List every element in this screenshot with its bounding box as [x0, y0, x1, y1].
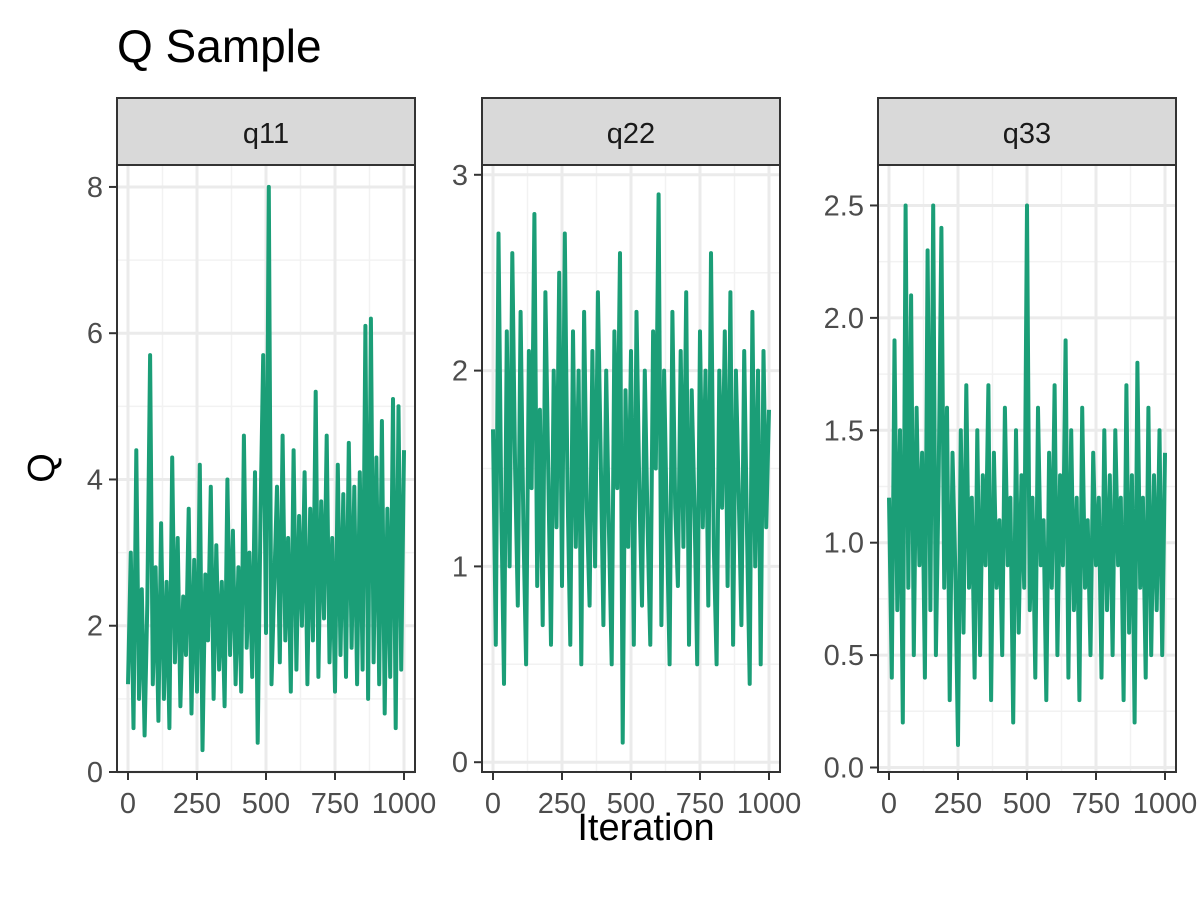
facet-strip-label: q33 [1003, 118, 1051, 150]
facet-strip [877, 97, 1177, 166]
y-tick-label: 1.0 [824, 528, 864, 560]
x-tick-label: 250 [538, 788, 586, 820]
y-tick-label: 2 [87, 611, 103, 643]
y-tick-label: 0.0 [824, 753, 864, 785]
y-tick-label: 3 [452, 160, 468, 192]
y-tick-label: 1.5 [824, 415, 864, 447]
x-axis-title: Iteration [577, 807, 714, 849]
x-tick-label: 500 [242, 788, 290, 820]
facet-strip [481, 97, 781, 166]
x-tick-label: 0 [881, 788, 897, 820]
series-line-q22 [491, 192, 771, 745]
x-tick-label: 750 [1072, 788, 1120, 820]
y-tick-label: 2.0 [824, 303, 864, 335]
x-tick-label: 750 [676, 788, 724, 820]
facet-panels: q11 0 2 4 6 8 0 250 500 750 1000 q22 0 1 2 3 0 250 500 750 1… [87, 97, 1198, 820]
x-tick-label: 0 [120, 788, 136, 820]
x-tick-label: 1000 [737, 788, 802, 820]
panel-q33: q33 0.0 0.5 1.0 1.5 2.0 2.5 0 250 500 750 1000 [824, 97, 1198, 820]
x-tick-label: 500 [1003, 788, 1051, 820]
y-tick-label: 4 [87, 464, 103, 496]
x-tick-label: 250 [934, 788, 982, 820]
y-tick-label: 0.5 [824, 640, 864, 672]
y-tick-label: 8 [87, 172, 103, 204]
x-tick-label: 250 [173, 788, 221, 820]
facet-strip-label: q22 [607, 118, 655, 150]
x-tick-label: 1000 [1133, 788, 1198, 820]
y-tick-label: 6 [87, 318, 103, 350]
series-line-q33 [887, 203, 1167, 747]
y-tick-label: 1 [452, 551, 468, 583]
facet-strip [116, 97, 416, 166]
y-tick-label: 2 [452, 356, 468, 388]
x-tick-label: 750 [311, 788, 359, 820]
panel-q22: q22 0 1 2 3 0 250 500 750 1000 [452, 97, 802, 820]
y-tick-label: 2.5 [824, 190, 864, 222]
x-tick-label: 1000 [372, 788, 437, 820]
facet-strip-label: q11 [243, 118, 289, 150]
x-tick-label: 0 [485, 788, 501, 820]
y-axis-title: Q [21, 453, 63, 483]
x-tick-label: 500 [607, 788, 655, 820]
y-tick-label: 0 [87, 757, 103, 789]
chart-title: Q Sample [117, 20, 322, 72]
series-line-q11 [126, 184, 406, 753]
y-tick-label: 0 [452, 747, 468, 779]
panel-q11: q11 0 2 4 6 8 0 250 500 750 1000 [87, 97, 437, 820]
